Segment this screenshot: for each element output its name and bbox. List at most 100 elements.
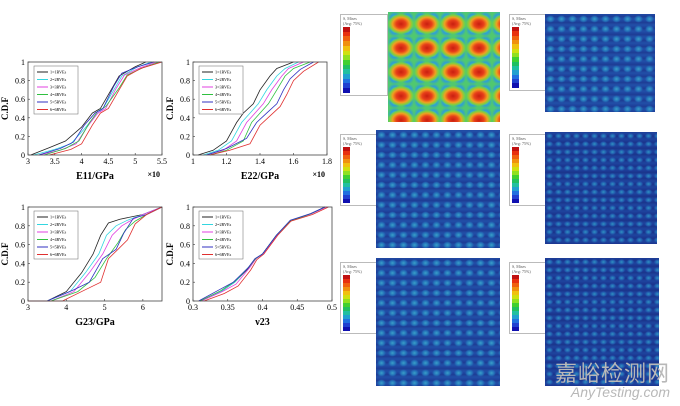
fe-legend-subtitle: (Avg: 75%) (343, 21, 362, 26)
fe-stress-field-5 (376, 258, 500, 386)
x-tick-label: 0.4 (258, 303, 268, 312)
x-tick-label: 0.45 (290, 303, 304, 312)
y-tick-label: 0 (186, 297, 190, 306)
fe-legend-color (512, 199, 519, 203)
x-tick-label: 0.5 (327, 303, 337, 312)
series-line-2 (202, 61, 299, 156)
fe-legend-color (343, 55, 350, 60)
fe-contour-legend: S, Mises (Avg: 75%) (340, 134, 378, 206)
fe-legend-color (343, 31, 350, 37)
plot-frame (27, 206, 163, 302)
y-tick-label: 0.6 (180, 241, 190, 250)
fe-legend-color (512, 70, 519, 75)
axis-multiplier: ×10 (147, 170, 160, 179)
x-axis-label: ν23 (254, 317, 269, 328)
legend-label: 4=4RVEs (50, 237, 67, 242)
y-tick-label: 1 (186, 203, 190, 212)
fe-legend-title: S, Mises (512, 16, 526, 21)
fe-legend-title: S, Mises (343, 264, 357, 269)
legend-label: 4=4RVEs (215, 237, 232, 242)
fe-contour-legend: S, Mises (Avg: 75%) (509, 14, 547, 91)
fe-legend-color (512, 183, 519, 187)
x-axis-label: G23/GPa (75, 317, 114, 328)
fe-contour-legend: S, Mises (Avg: 75%) (340, 262, 378, 334)
fe-legend-color (512, 155, 519, 159)
series-line-5 (28, 206, 163, 302)
fe-legend-color (343, 64, 350, 70)
legend: 1=1RVEs 2=2RVEs 3=3RVEs 4=4RVEs 5=5RVEs 6=6RV… (198, 65, 244, 115)
fe-legend-color (512, 147, 519, 151)
watermark-cn: 嘉峪检测网 (554, 362, 670, 387)
y-tick-label: 0.8 (15, 77, 25, 86)
legend-label: 4=4RVEs (215, 92, 232, 97)
fe-legend-color (343, 59, 350, 65)
fe-legend-color (343, 315, 350, 319)
series-line-3 (206, 61, 304, 156)
y-tick-label: 0.6 (15, 95, 25, 104)
cdf-chart-4: 0.3 0.35 0.4 0.45 0.5 0 0.2 0.4 0.6 0.8 1 1=1RVEs 2=… (165, 203, 337, 328)
fe-legend-color (512, 303, 519, 307)
y-axis-label: C.D.F (0, 97, 10, 120)
plot-frame (192, 61, 328, 156)
fe-legend-color (343, 179, 350, 183)
fe-legend-color (343, 27, 350, 32)
fe-stress-field-6 (545, 258, 659, 386)
fe-legend-color (343, 319, 350, 323)
fe-stress-field-1 (388, 12, 500, 122)
series-line-6 (203, 206, 329, 302)
legend-label: 3=3RVEs (50, 230, 67, 235)
y-tick-label: 0.8 (180, 222, 190, 231)
fe-legend-color (512, 83, 519, 88)
x-tick-label: 3.5 (50, 157, 60, 166)
fe-legend-color (343, 183, 350, 187)
fe-legend-color (512, 195, 519, 199)
fe-legend-color (343, 295, 350, 299)
fe-legend-color (343, 45, 350, 51)
fe-legend-color (512, 291, 519, 295)
legend-label: 2=2RVEs (50, 77, 67, 82)
fe-legend-color (512, 44, 519, 49)
fe-legend-title: S, Mises (343, 136, 357, 141)
x-tick-label: 0.3 (188, 303, 198, 312)
fe-legend-color (512, 311, 519, 315)
x-tick-label: 4.5 (103, 157, 113, 166)
fe-legend-color (343, 41, 350, 46)
fe-legend-color (512, 275, 519, 279)
x-tick-label: 1 (191, 157, 195, 166)
legend-label: 6=6RVEs (215, 107, 232, 112)
fe-legend-color (343, 36, 350, 42)
fe-legend-color (512, 171, 519, 175)
x-tick-label: 6 (141, 303, 145, 312)
fe-legend-subtitle: (Avg: 75%) (343, 141, 362, 146)
fe-legend-color (512, 48, 519, 54)
watermark: 嘉峪检测网 AnyTesting.com (555, 356, 670, 400)
x-axis-label: E22/GPa (241, 171, 279, 182)
y-tick-label: 0.2 (15, 132, 25, 141)
fe-legend-color (343, 74, 350, 79)
series-line-6 (209, 61, 319, 156)
fe-legend-color (512, 74, 519, 80)
legend-label: 2=2RVEs (215, 222, 232, 227)
legend-label: 5=5RVEs (50, 100, 67, 105)
fe-legend-color (343, 279, 350, 283)
y-tick-label: 0 (21, 297, 25, 306)
y-axis-label: C.D.F (165, 242, 175, 265)
axis-multiplier: ×10 (312, 170, 325, 179)
fe-legend-color (343, 327, 350, 331)
fe-legend-title: S, Mises (343, 16, 357, 21)
fe-legend-color (343, 303, 350, 307)
fe-legend-color (512, 319, 519, 323)
fe-legend-color (512, 315, 519, 319)
x-tick-label: 1.6 (289, 157, 299, 166)
y-tick-label: 0.2 (180, 132, 190, 141)
legend-label: 3=3RVEs (215, 230, 232, 235)
fe-legend-color (512, 279, 519, 283)
fe-legend-color (343, 88, 350, 93)
fe-legend-color (512, 31, 519, 36)
cdf-chart-1: 3 3.5 4 4.5 5 5.5 0 0.2 0.4 0.6 0.8 1 1=1RVEs 2=2RVEs… (0, 58, 167, 182)
x-axis-label: E11/GPa (76, 171, 114, 182)
y-tick-label: 0.8 (15, 222, 25, 231)
fe-legend-color (512, 323, 519, 327)
legend-label: 3=3RVEs (50, 85, 67, 90)
y-axis-label: C.D.F (165, 97, 175, 120)
